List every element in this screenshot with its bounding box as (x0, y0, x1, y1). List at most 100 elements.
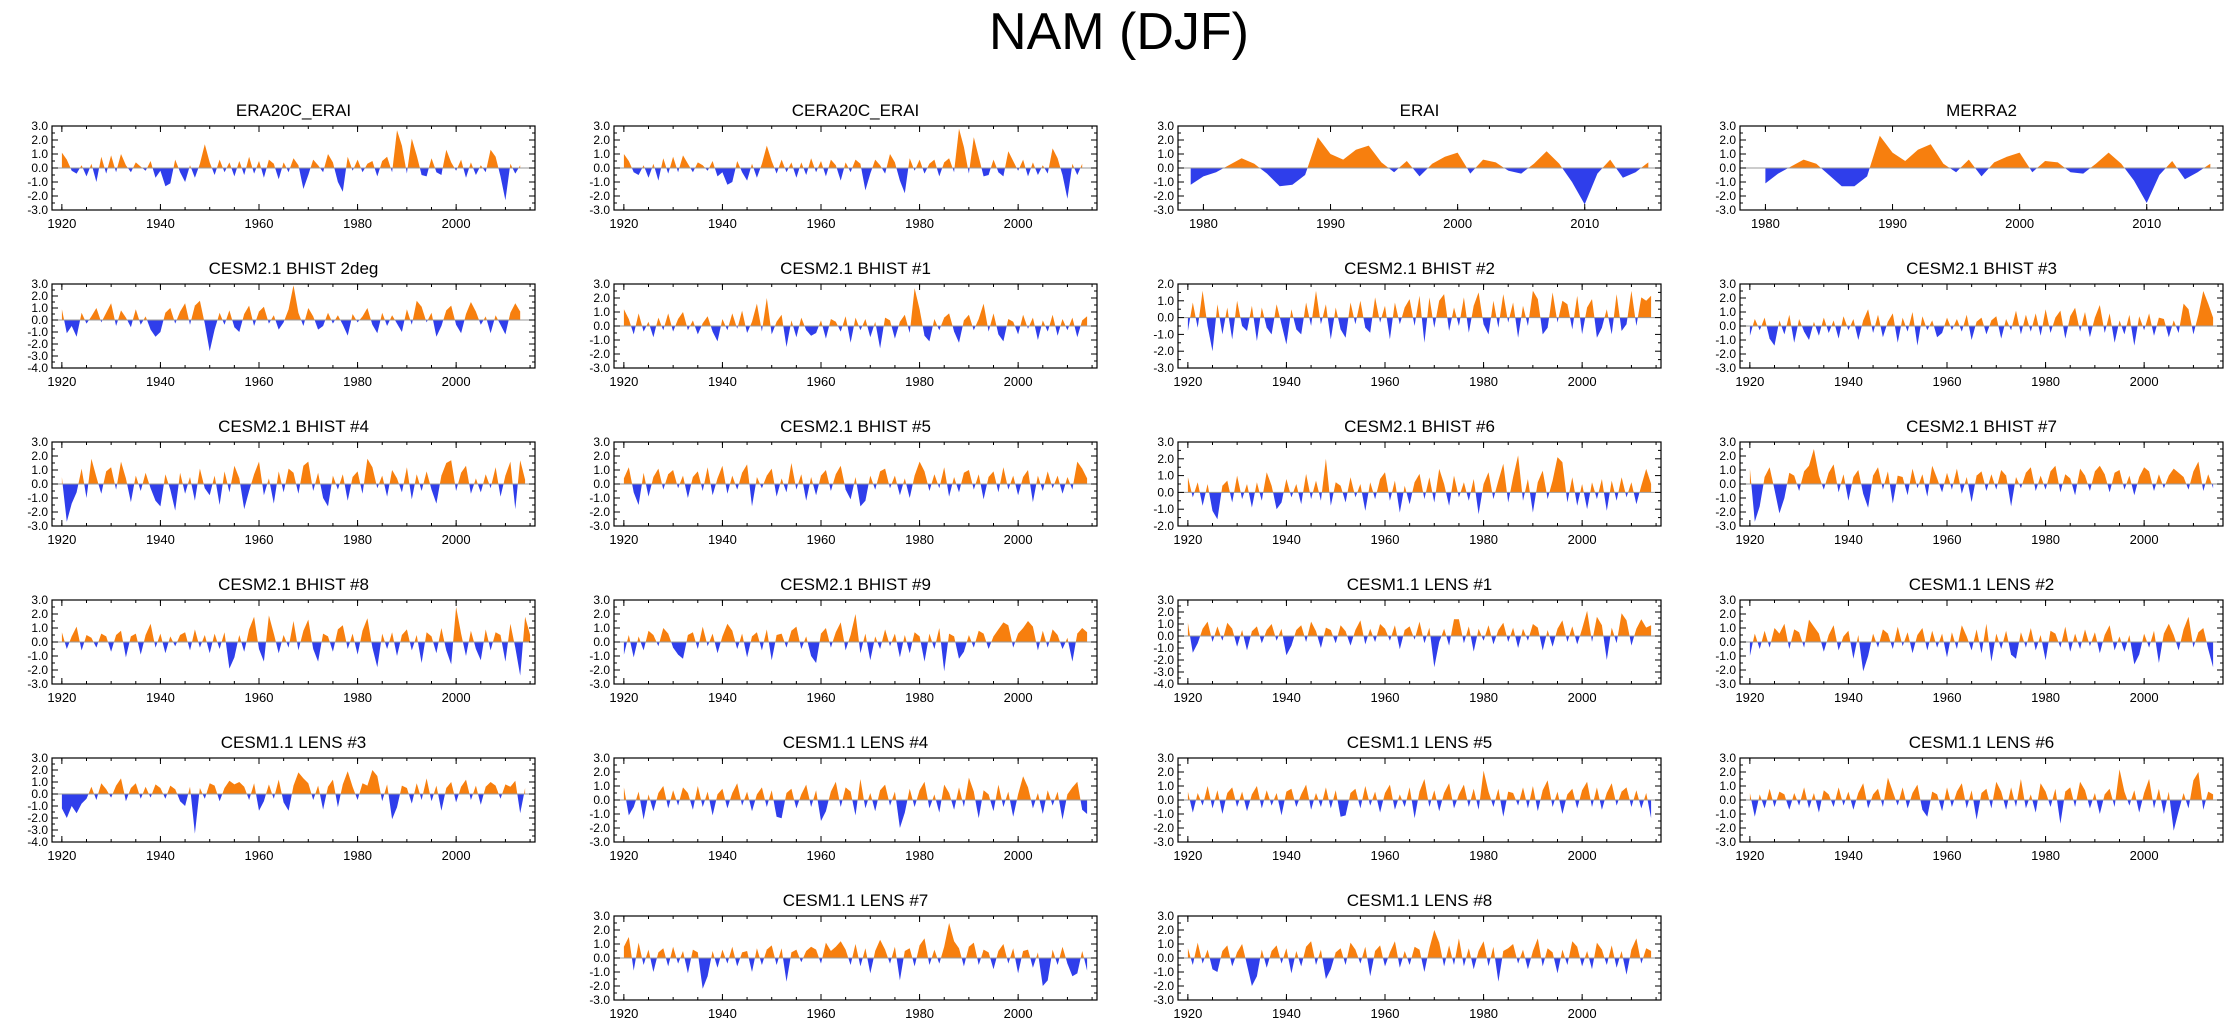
positive-area (1800, 787, 1807, 800)
negative-area (137, 642, 144, 655)
x-tick-label: 1980 (905, 532, 934, 547)
negative-area (1905, 326, 1909, 332)
negative-area (1068, 642, 1076, 662)
negative-area (1504, 168, 1529, 174)
negative-area (1318, 800, 1323, 807)
negative-area (408, 794, 415, 804)
negative-area (1781, 326, 1787, 335)
positive-area (325, 312, 332, 320)
positive-area (216, 159, 223, 168)
negative-area (2175, 326, 2180, 333)
x-tick-label: 1920 (609, 216, 638, 231)
x-tick-label: 1980 (905, 1006, 934, 1021)
negative-area (650, 800, 657, 812)
positive-area (1629, 938, 1641, 958)
positive-area (907, 788, 913, 800)
positive-area (2023, 314, 2030, 326)
positive-area (1383, 784, 1393, 800)
negative-area (665, 958, 671, 967)
y-tick-label: -2.0 (589, 189, 610, 203)
negative-area (410, 320, 413, 325)
positive-area (645, 630, 657, 642)
positive-area (1761, 630, 1768, 642)
positive-area (1334, 307, 1338, 318)
negative-area (489, 484, 492, 489)
positive-area (1904, 632, 1910, 642)
x-tick-label: 2000 (442, 374, 471, 389)
y-tick-label: 1.0 (31, 775, 48, 789)
positive-area (1293, 484, 1299, 493)
positive-area (1031, 162, 1036, 168)
negative-area (1361, 492, 1369, 511)
negative-area (498, 168, 510, 201)
positive-area (2037, 783, 2049, 800)
positive-area (975, 303, 988, 326)
negative-area (1492, 492, 1496, 500)
negative-area (380, 794, 385, 802)
negative-area (2087, 800, 2093, 809)
negative-area (1363, 636, 1368, 645)
positive-area (785, 788, 795, 800)
x-tick-label: 1920 (47, 690, 76, 705)
negative-area (463, 168, 470, 178)
negative-area (2186, 484, 2190, 490)
positive-area (163, 474, 169, 484)
negative-area (2043, 484, 2048, 490)
negative-area (1065, 326, 1070, 331)
positive-area (941, 784, 952, 800)
positive-area (818, 320, 823, 326)
y-tick-label: 0.0 (31, 477, 48, 491)
positive-area (1776, 791, 1787, 800)
positive-area (1633, 790, 1639, 800)
negative-area (714, 642, 721, 654)
negative-area (1428, 800, 1432, 807)
panel-title: CESM2.1 BHIST 2deg (209, 259, 379, 278)
negative-area (1623, 958, 1630, 975)
negative-area (454, 320, 465, 334)
negative-area (1647, 800, 1652, 819)
negative-area (774, 958, 779, 965)
positive-area (1274, 304, 1280, 318)
negative-area (1529, 492, 1537, 513)
positive-area (2131, 790, 2137, 800)
positive-area (635, 313, 643, 326)
negative-area (79, 642, 85, 651)
x-tick-label: 1940 (708, 1006, 737, 1021)
positive-area (2052, 310, 2064, 326)
positive-area (1431, 790, 1437, 800)
positive-area (151, 784, 164, 794)
y-tick-label: 0.0 (31, 787, 48, 801)
negative-area (927, 484, 932, 491)
positive-area (991, 622, 1012, 642)
positive-area (996, 944, 1007, 958)
positive-area (266, 159, 276, 168)
negative-area (1413, 317, 1416, 326)
positive-area (197, 468, 204, 484)
negative-area (1591, 636, 1594, 642)
negative-area (1580, 958, 1585, 967)
negative-area (936, 168, 943, 177)
negative-area (1309, 317, 1313, 326)
positive-area (1944, 787, 1951, 800)
positive-area (842, 787, 853, 800)
negative-area (912, 958, 917, 967)
positive-area (176, 303, 189, 320)
negative-area (1470, 636, 1478, 652)
positive-area (680, 951, 685, 958)
negative-area (1506, 636, 1511, 642)
positive-area (695, 162, 706, 168)
y-tick-label: -3.0 (1715, 203, 1736, 217)
positive-area (891, 475, 897, 484)
negative-area (1837, 484, 1841, 493)
positive-area (852, 944, 859, 958)
y-tick-label: -1.0 (1153, 641, 1174, 655)
positive-area (2165, 468, 2187, 484)
negative-area (1377, 800, 1384, 813)
y-tick-label: 2.0 (1157, 133, 1174, 147)
negative-area (2165, 326, 2173, 338)
x-tick-label: 1940 (708, 216, 737, 231)
negative-area (1234, 636, 1241, 647)
positive-area (290, 158, 299, 168)
negative-area (2176, 642, 2181, 651)
positive-area (975, 474, 981, 484)
